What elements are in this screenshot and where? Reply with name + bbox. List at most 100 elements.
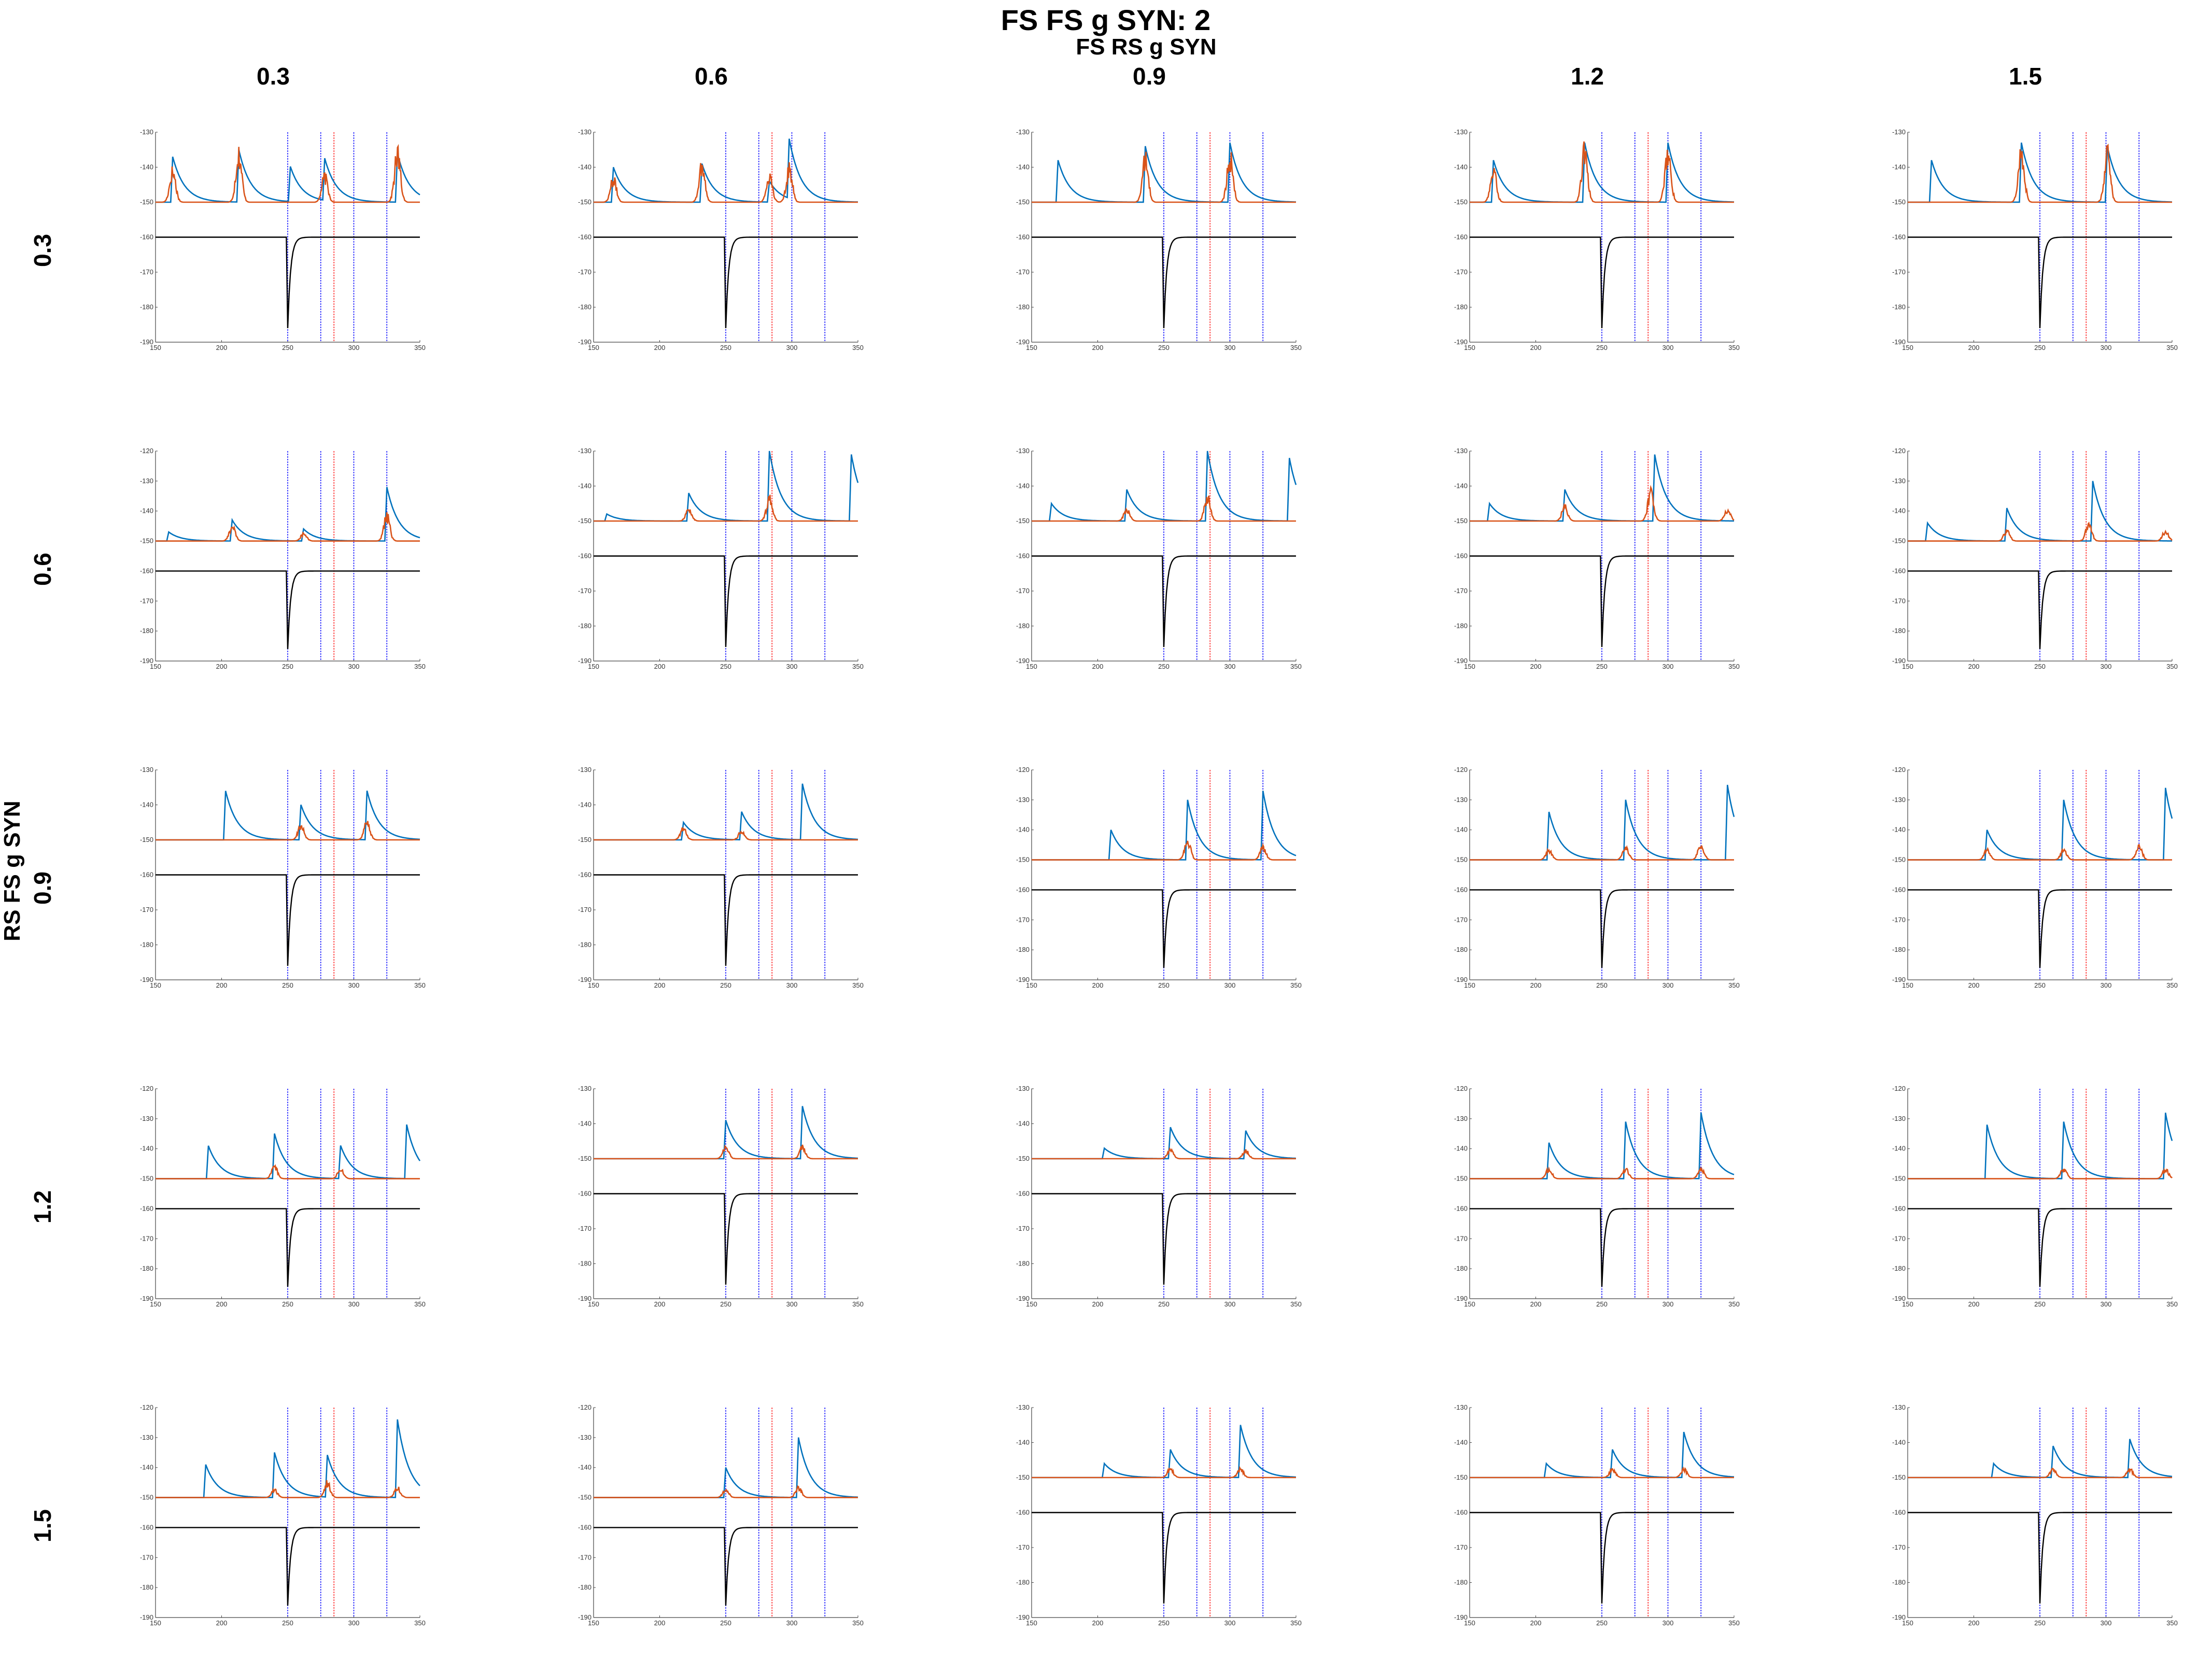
y-tick-label: -120 (140, 1085, 153, 1092)
y-tick-label: -140 (578, 163, 591, 171)
y-tick-label: -160 (1016, 885, 1030, 893)
orange-trace (156, 1164, 420, 1179)
orange-trace (594, 1144, 858, 1160)
y-tick-label: -160 (140, 567, 153, 574)
x-tick-label: 200 (654, 1300, 666, 1308)
y-tick-label: -170 (140, 268, 153, 276)
y-tick-label: -150 (1892, 1473, 1906, 1481)
blue-trace (1470, 454, 1734, 522)
x-tick-label: 300 (348, 344, 360, 352)
y-tick-label: -190 (1454, 657, 1468, 665)
orange-trace (1032, 151, 1296, 203)
x-tick-label: 250 (2034, 981, 2046, 989)
y-tick-label: -180 (1016, 303, 1030, 311)
x-tick-label: 150 (1464, 1300, 1475, 1308)
x-tick-label: 150 (1464, 663, 1475, 670)
x-tick-label: 200 (216, 981, 228, 989)
x-tick-label: 350 (852, 344, 864, 352)
x-tick-label: 250 (1158, 663, 1170, 670)
y-tick-label: -190 (1016, 338, 1030, 346)
y-tick-label: -190 (1892, 1613, 1906, 1621)
x-tick-label: 350 (414, 981, 426, 989)
x-tick-label: 300 (1662, 981, 1674, 989)
black-trace (1908, 889, 2172, 968)
y-tick-label: -140 (140, 507, 153, 515)
y-tick-label: -170 (1454, 587, 1468, 595)
y-tick-label: -180 (1892, 1264, 1906, 1272)
blue-trace (156, 149, 420, 203)
black-trace (594, 236, 858, 329)
y-tick-label: -170 (578, 906, 591, 913)
x-tick-label: 250 (2034, 663, 2046, 670)
x-tick-label: 150 (588, 981, 599, 989)
y-tick-label: -170 (1016, 1225, 1030, 1232)
y-tick-label: -160 (1892, 885, 1906, 893)
orange-trace (1032, 496, 1296, 522)
y-tick-label: -160 (1892, 567, 1906, 574)
y-tick-label: -150 (578, 1494, 591, 1501)
y-tick-label: -140 (140, 1145, 153, 1152)
column-group-title: FS RS g SYN (1076, 34, 1217, 60)
row-group-title: RS FS g SYN (0, 800, 25, 941)
y-tick-label: -190 (140, 338, 153, 346)
y-tick-label: -150 (140, 198, 153, 206)
y-tick-label: -150 (1454, 517, 1468, 525)
orange-trace (1470, 1466, 1734, 1479)
y-tick-label: -150 (578, 198, 591, 206)
y-tick-label: -160 (140, 1523, 153, 1531)
y-tick-label: -180 (1016, 1260, 1030, 1268)
y-tick-label: -190 (1454, 1295, 1468, 1302)
x-tick-label: 250 (1158, 1619, 1170, 1627)
x-tick-label: 250 (2034, 1300, 2046, 1308)
y-tick-label: -180 (1892, 627, 1906, 635)
y-tick-label: -190 (578, 1613, 591, 1621)
y-tick-label: -180 (140, 627, 153, 635)
y-tick-label: -190 (140, 1295, 153, 1302)
y-tick-label: -120 (1892, 1085, 1906, 1092)
y-tick-label: -150 (578, 1155, 591, 1162)
orange-trace (156, 1480, 420, 1498)
y-tick-label: -140 (578, 482, 591, 490)
x-tick-label: 150 (1026, 1619, 1037, 1627)
x-tick-label: 200 (654, 663, 666, 670)
x-tick-label: 300 (786, 663, 798, 670)
orange-trace (1032, 840, 1296, 861)
y-tick-label: -180 (578, 941, 591, 949)
y-tick-label: -180 (1016, 1579, 1030, 1586)
x-tick-label: 200 (1092, 344, 1104, 352)
y-tick-label: -170 (140, 1234, 153, 1242)
x-tick-label: 350 (852, 1300, 864, 1308)
x-tick-label: 350 (1290, 1300, 1302, 1308)
x-tick-label: 350 (1728, 663, 1740, 670)
x-tick-label: 350 (852, 663, 864, 670)
y-tick-label: -190 (140, 657, 153, 665)
x-tick-label: 150 (588, 344, 599, 352)
y-tick-label: -190 (1454, 976, 1468, 983)
y-tick-label: -120 (1454, 766, 1468, 774)
y-tick-label: -130 (140, 1433, 153, 1441)
orange-trace (156, 144, 420, 203)
x-tick-label: 250 (2034, 1619, 2046, 1627)
x-tick-label: 300 (1224, 663, 1236, 670)
y-tick-label: -140 (140, 163, 153, 171)
x-tick-label: 350 (2166, 981, 2178, 989)
y-tick-label: -190 (1016, 657, 1030, 665)
y-tick-label: -160 (1016, 233, 1030, 241)
y-tick-label: -170 (578, 268, 591, 276)
y-tick-label: -140 (1454, 1439, 1468, 1446)
y-tick-label: -150 (1016, 1473, 1030, 1481)
y-tick-label: -150 (578, 836, 591, 843)
y-tick-label: -160 (578, 552, 591, 560)
black-trace (1908, 570, 2172, 649)
x-tick-label: 250 (1158, 1300, 1170, 1308)
y-tick-label: -150 (1454, 1473, 1468, 1481)
blue-trace (594, 138, 858, 203)
x-tick-label: 300 (1662, 663, 1674, 670)
orange-trace (156, 512, 420, 542)
row-label: 0.6 (29, 553, 56, 586)
